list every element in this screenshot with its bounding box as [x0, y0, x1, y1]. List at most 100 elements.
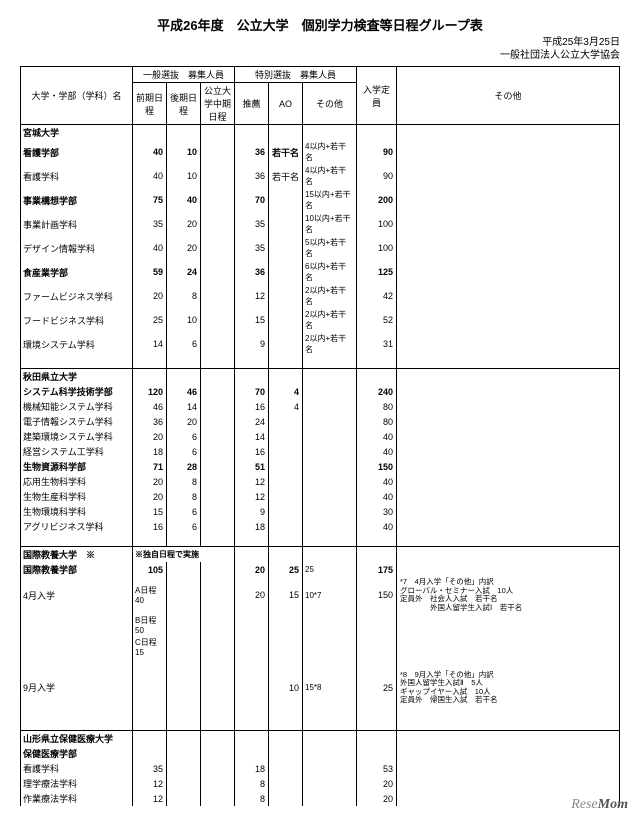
cell: 30 — [357, 504, 397, 519]
cell: 42 — [357, 284, 397, 308]
cell — [269, 519, 303, 534]
cell: 120 — [133, 384, 167, 399]
cell: 80 — [357, 399, 397, 414]
cell: 9 — [235, 332, 269, 356]
cell — [397, 459, 620, 474]
cell: 4 — [269, 399, 303, 414]
cell: 40 — [357, 444, 397, 459]
cell — [235, 614, 269, 636]
cell: 24 — [167, 260, 201, 284]
cell — [269, 776, 303, 791]
cell: 36 — [235, 164, 269, 188]
cell: 20 — [133, 429, 167, 444]
cell: 35 — [133, 212, 167, 236]
cell: 15以内+若干名 — [303, 188, 357, 212]
cell: 18 — [235, 519, 269, 534]
row-name: 作業療法学科 — [21, 791, 133, 806]
cell: 75 — [133, 188, 167, 212]
row-name: 看護学科 — [21, 164, 133, 188]
cell: 40 — [357, 489, 397, 504]
cell — [235, 636, 269, 658]
cell: 2以内+若干名 — [303, 332, 357, 356]
cell — [201, 504, 235, 519]
cell: 6 — [167, 519, 201, 534]
cell: 9 — [235, 504, 269, 519]
row-name: システム科学技術学部 — [21, 384, 133, 399]
row-name: 4月入学 — [21, 577, 133, 614]
cell: 15 — [133, 504, 167, 519]
cell — [201, 519, 235, 534]
cell: 40 — [357, 519, 397, 534]
cell: 10 — [167, 308, 201, 332]
cell — [303, 489, 357, 504]
cell — [201, 444, 235, 459]
cell — [201, 562, 235, 577]
cell: 6 — [167, 504, 201, 519]
h-cap: 入学定員 — [357, 67, 397, 125]
cell: 14 — [133, 332, 167, 356]
h-c6: その他 — [303, 83, 357, 125]
cell: 40 — [133, 236, 167, 260]
h-c2: 後期日程 — [167, 83, 201, 125]
h-c3: 公立大学中期日程 — [201, 83, 235, 125]
cell — [269, 761, 303, 776]
row-name: 保健医療学部 — [21, 746, 133, 761]
row-name: 看護学部 — [21, 140, 133, 164]
cell — [397, 284, 620, 308]
cell — [269, 236, 303, 260]
cell — [269, 636, 303, 658]
cell — [303, 504, 357, 519]
cell — [397, 746, 620, 761]
cell: 2以内+若干名 — [303, 308, 357, 332]
page-title: 平成26年度 公立大学 個別学力検査等日程グループ表 — [20, 15, 620, 34]
cell: 20 — [167, 236, 201, 260]
cell — [397, 489, 620, 504]
cell — [201, 489, 235, 504]
cell — [269, 614, 303, 636]
h-etc: その他 — [397, 67, 620, 125]
cell — [303, 384, 357, 399]
row-name: 事業構想学部 — [21, 188, 133, 212]
cell: 80 — [357, 414, 397, 429]
cell — [201, 776, 235, 791]
cell: 59 — [133, 260, 167, 284]
cell: 8 — [167, 489, 201, 504]
cell — [397, 308, 620, 332]
cell: 12 — [235, 489, 269, 504]
cell: 20 — [167, 212, 201, 236]
cell: 40 — [133, 140, 167, 164]
cell — [357, 746, 397, 761]
cell: 36 — [235, 260, 269, 284]
cell: 28 — [167, 459, 201, 474]
cell: 20 — [357, 776, 397, 791]
cell — [133, 670, 167, 707]
cell: 240 — [357, 384, 397, 399]
cell: 100 — [357, 236, 397, 260]
cell: 20 — [357, 791, 397, 806]
cell — [303, 776, 357, 791]
cell — [269, 284, 303, 308]
cell — [167, 761, 201, 776]
cell: 5以内+若干名 — [303, 236, 357, 260]
cell: 10 — [167, 140, 201, 164]
cell: 20 — [133, 284, 167, 308]
cell: 46 — [167, 384, 201, 399]
cell: 25 — [269, 562, 303, 577]
cell — [167, 614, 201, 636]
cell: C日程 15 — [133, 636, 167, 658]
cell: 51 — [235, 459, 269, 474]
cell — [167, 791, 201, 806]
cell — [167, 670, 201, 707]
cell — [201, 140, 235, 164]
cell — [167, 562, 201, 577]
meta-block: 平成25年3月25日 一般社団法人公立大学協会 — [20, 36, 620, 62]
cell: 6 — [167, 429, 201, 444]
cell — [201, 474, 235, 489]
cell: 90 — [357, 140, 397, 164]
cell — [167, 776, 201, 791]
cell: 100 — [357, 212, 397, 236]
row-name: フードビジネス学科 — [21, 308, 133, 332]
cell: A日程 40 — [133, 577, 167, 614]
cell: 20 — [235, 577, 269, 614]
spacer — [21, 706, 133, 718]
